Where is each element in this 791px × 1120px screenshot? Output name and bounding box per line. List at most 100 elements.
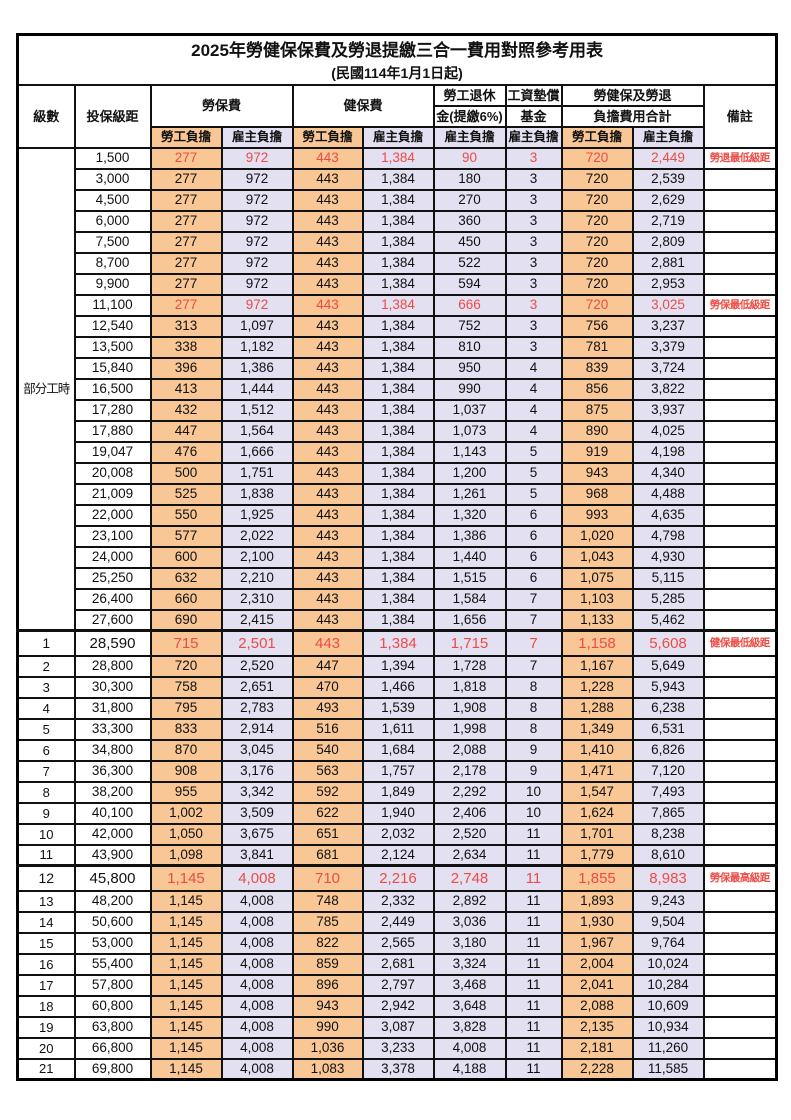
page: 2025年勞健保保費及勞退提繳三合一費用對照參考用表 (民國114年1月1日起)… <box>16 33 779 1081</box>
col-header-health-insurance: 健保費 <box>291 83 435 128</box>
value-cell: 875 <box>560 398 634 422</box>
remark-cell <box>702 1057 778 1081</box>
value-cell: 1,182 <box>220 335 294 359</box>
bracket-cell: 34,800 <box>73 738 152 762</box>
value-cell: 2,088 <box>432 738 507 762</box>
value-cell: 955 <box>149 780 223 804</box>
value-cell: 2,748 <box>432 864 507 892</box>
value-cell: 1,384 <box>361 146 435 170</box>
value-cell: 6,238 <box>631 696 705 720</box>
value-cell: 516 <box>291 717 364 741</box>
value-cell: 11 <box>504 889 563 913</box>
remark-cell <box>702 801 778 825</box>
value-cell: 5 <box>504 440 563 464</box>
value-cell: 1,384 <box>361 293 435 317</box>
value-cell: 4,008 <box>220 952 294 976</box>
value-cell: 11 <box>504 843 563 867</box>
value-cell: 1,143 <box>432 440 507 464</box>
value-cell: 2,565 <box>361 931 435 955</box>
remark-cell <box>702 675 778 699</box>
remark-cell <box>702 398 778 422</box>
table-row: 20,008 500 1,751 443 1,384 1,200 5 943 4,340 <box>18 461 778 485</box>
value-cell: 3,087 <box>361 1015 435 1039</box>
bracket-cell: 28,590 <box>73 629 152 657</box>
table-row: 9,900 277 972 443 1,384 594 3 720 2,953 <box>18 272 778 296</box>
value-cell: 2,415 <box>220 608 294 632</box>
value-cell: 4,025 <box>631 419 705 443</box>
value-cell: 1,656 <box>432 608 507 632</box>
level-cell: 9 <box>16 801 76 825</box>
value-cell: 3 <box>504 335 563 359</box>
value-cell: 277 <box>149 251 223 275</box>
value-cell: 822 <box>291 931 364 955</box>
value-cell: 443 <box>291 629 364 657</box>
remark-cell <box>702 461 778 485</box>
value-cell: 577 <box>149 524 223 548</box>
value-cell: 2,914 <box>220 717 294 741</box>
level-cell: 17 <box>16 973 76 997</box>
bracket-cell: 63,800 <box>73 1015 152 1039</box>
value-cell: 1,512 <box>220 398 294 422</box>
value-cell: 443 <box>291 377 364 401</box>
value-cell: 443 <box>291 419 364 443</box>
remark-cell <box>702 545 778 569</box>
remark-cell <box>702 952 778 976</box>
value-cell: 1,103 <box>560 587 634 611</box>
bracket-cell: 13,500 <box>73 335 152 359</box>
value-cell: 1,050 <box>149 822 223 846</box>
value-cell: 2,539 <box>631 167 705 191</box>
value-cell: 11 <box>504 910 563 934</box>
value-cell: 3,324 <box>432 952 507 976</box>
value-cell: 990 <box>291 1015 364 1039</box>
value-cell: 1,020 <box>560 524 634 548</box>
value-cell: 563 <box>291 759 364 783</box>
value-cell: 3,379 <box>631 335 705 359</box>
value-cell: 1,940 <box>361 801 435 825</box>
table-row: 20 66,800 1,145 4,008 1,036 3,233 4,008 11 2,181… <box>16 1036 778 1060</box>
subheader-pension-employer: 雇主負擔 <box>432 125 507 149</box>
table-row: 27,600 690 2,415 443 1,384 1,656 7 1,133 5,462 <box>18 608 778 632</box>
remark-cell <box>702 440 778 464</box>
remark-cell <box>702 973 778 997</box>
value-cell: 3 <box>504 251 563 275</box>
bracket-cell: 3,000 <box>73 167 152 191</box>
table-row: 18 60,800 1,145 4,008 943 2,942 3,648 11 2,088 10… <box>16 994 778 1018</box>
value-cell: 1,611 <box>361 717 435 741</box>
level-cell: 10 <box>16 822 76 846</box>
value-cell: 859 <box>291 952 364 976</box>
value-cell: 5,115 <box>631 566 705 590</box>
header-row-2: 金(提繳6%) 基金 負擔費用合計 <box>18 104 777 128</box>
level-cell: 11 <box>16 843 76 867</box>
remark-cell <box>702 654 778 678</box>
value-cell: 3,342 <box>220 780 294 804</box>
header-row-1: 級數 投保級距 勞保費 健保費 勞工退休 工資墊償 勞健保及勞退 備註 <box>16 83 778 149</box>
remark-cell <box>702 759 778 783</box>
value-cell: 1,624 <box>560 801 634 825</box>
bracket-cell: 55,400 <box>73 952 152 976</box>
value-cell: 7,865 <box>631 801 705 825</box>
value-cell: 7 <box>504 629 563 657</box>
level-cell: 15 <box>16 931 76 955</box>
value-cell: 660 <box>149 587 223 611</box>
value-cell: 5,462 <box>631 608 705 632</box>
value-cell: 1,133 <box>560 608 634 632</box>
value-cell: 10 <box>504 801 563 825</box>
table-row: 25,250 632 2,210 443 1,384 1,515 6 1,075 5,115 <box>18 566 778 590</box>
value-cell: 443 <box>291 608 364 632</box>
remark-cell <box>702 503 778 527</box>
value-cell: 2,634 <box>432 843 507 867</box>
col-header-labor-insurance: 勞保費 <box>149 83 294 128</box>
value-cell: 2,797 <box>361 973 435 997</box>
value-cell: 11 <box>504 973 563 997</box>
col-header-bracket: 投保級距 <box>73 83 152 149</box>
value-cell: 7,120 <box>631 759 705 783</box>
bracket-cell: 24,000 <box>73 545 152 569</box>
value-cell: 3 <box>504 293 563 317</box>
value-cell: 443 <box>291 461 364 485</box>
value-cell: 1,728 <box>432 654 507 678</box>
value-cell: 1,701 <box>560 822 634 846</box>
bracket-cell: 33,300 <box>73 717 152 741</box>
remark-cell <box>702 1036 778 1060</box>
remark-cell <box>702 608 778 632</box>
remark-cell <box>702 524 778 548</box>
